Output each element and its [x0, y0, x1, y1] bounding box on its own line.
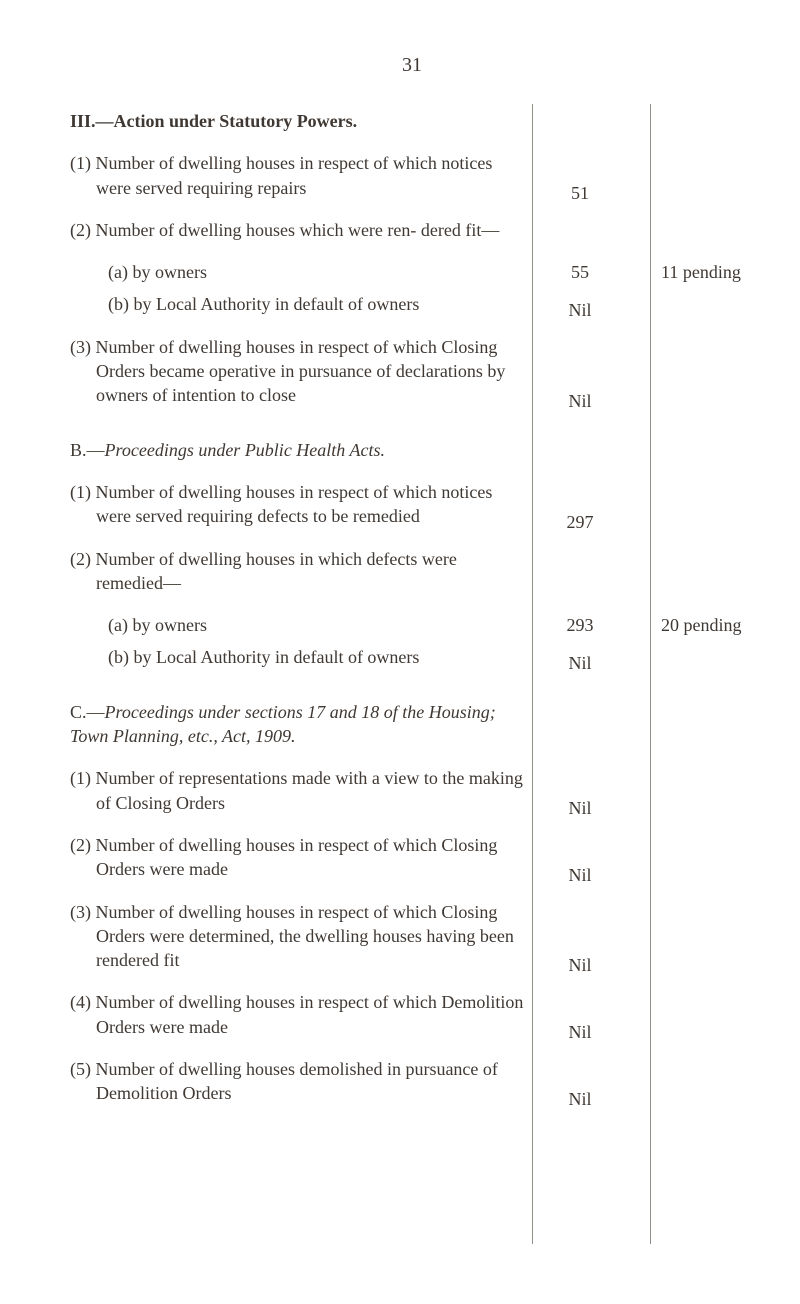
III-1-text: (1) Number of dwelling houses in respect…	[70, 147, 525, 204]
section-C-heading: C.—Proceedings under sections 17 and 18 …	[70, 696, 525, 753]
B-2-a-text: (a) by owners	[70, 609, 525, 641]
C-5-value: Nil	[525, 1053, 635, 1110]
C-5-text: (5) Number of dwelling houses demolished…	[70, 1053, 525, 1110]
page: 31 III.—Action under Statutory Powers. (…	[0, 0, 800, 1304]
III-2-b-value: Nil	[525, 288, 635, 320]
empty-ann	[635, 762, 800, 819]
empty-ann	[635, 105, 800, 137]
empty-ann	[635, 476, 800, 533]
B-1-text: (1) Number of dwelling houses in respect…	[70, 476, 525, 533]
C-2-value: Nil	[525, 829, 635, 886]
B-2-b-value: Nil	[525, 641, 635, 673]
column-separator-2	[650, 104, 651, 1244]
III-2-a-value: 55	[525, 256, 635, 288]
empty-val	[525, 105, 635, 137]
B-1-value: 297	[525, 476, 635, 533]
B-2-b-text: (b) by Local Authority in default of own…	[70, 641, 525, 673]
III-2-b-text: (b) by Local Authority in default of own…	[70, 288, 525, 320]
empty-ann	[635, 543, 800, 600]
B-2-text: (2) Number of dwelling houses in which d…	[70, 543, 525, 600]
B-title-italic: Proceedings under Public Health Acts.	[105, 440, 385, 460]
empty-ann	[635, 829, 800, 886]
III-3-text: (3) Number of dwelling houses in respect…	[70, 331, 525, 412]
column-separator-1	[532, 104, 533, 1244]
III-3-value: Nil	[525, 331, 635, 412]
empty-ann	[635, 147, 800, 204]
empty-ann	[635, 896, 800, 977]
empty-ann	[635, 641, 800, 673]
section-III-heading: III.—Action under Statutory Powers.	[70, 105, 525, 137]
C-4-value: Nil	[525, 986, 635, 1043]
C-3-text: (3) Number of dwelling houses in respect…	[70, 896, 525, 977]
III-1-value: 51	[525, 147, 635, 204]
page-number: 31	[70, 54, 754, 77]
empty-val	[525, 696, 635, 753]
C-1-text: (1) Number of representations made with …	[70, 762, 525, 819]
III-2-text: (2) Number of dwelling houses which were…	[70, 214, 525, 246]
empty-val	[525, 214, 635, 246]
C-title-italic: Proceedings under sections 17 and 18 of …	[70, 702, 496, 746]
C-2-text: (2) Number of dwelling houses in respect…	[70, 829, 525, 886]
B-prefix: B.—	[70, 440, 105, 460]
empty-ann	[635, 696, 800, 753]
empty-ann	[635, 214, 800, 246]
C-3-value: Nil	[525, 896, 635, 977]
content-grid: III.—Action under Statutory Powers. (1) …	[70, 105, 754, 1110]
III-2-a-annotation: 11 pending	[635, 256, 800, 288]
empty-ann	[635, 288, 800, 320]
empty-val	[525, 434, 635, 466]
empty-ann	[635, 1053, 800, 1110]
section-B-heading: B.—Proceedings under Public Health Acts.	[70, 434, 525, 466]
B-2-a-value: 293	[525, 609, 635, 641]
III-2-a-text: (a) by owners	[70, 256, 525, 288]
empty-ann	[635, 986, 800, 1043]
C-1-value: Nil	[525, 762, 635, 819]
empty-ann	[635, 434, 800, 466]
C-prefix: C.—	[70, 702, 105, 722]
empty-val	[525, 543, 635, 600]
B-2-a-annotation: 20 pending	[635, 609, 800, 641]
C-4-text: (4) Number of dwelling houses in respect…	[70, 986, 525, 1043]
empty-ann	[635, 331, 800, 412]
